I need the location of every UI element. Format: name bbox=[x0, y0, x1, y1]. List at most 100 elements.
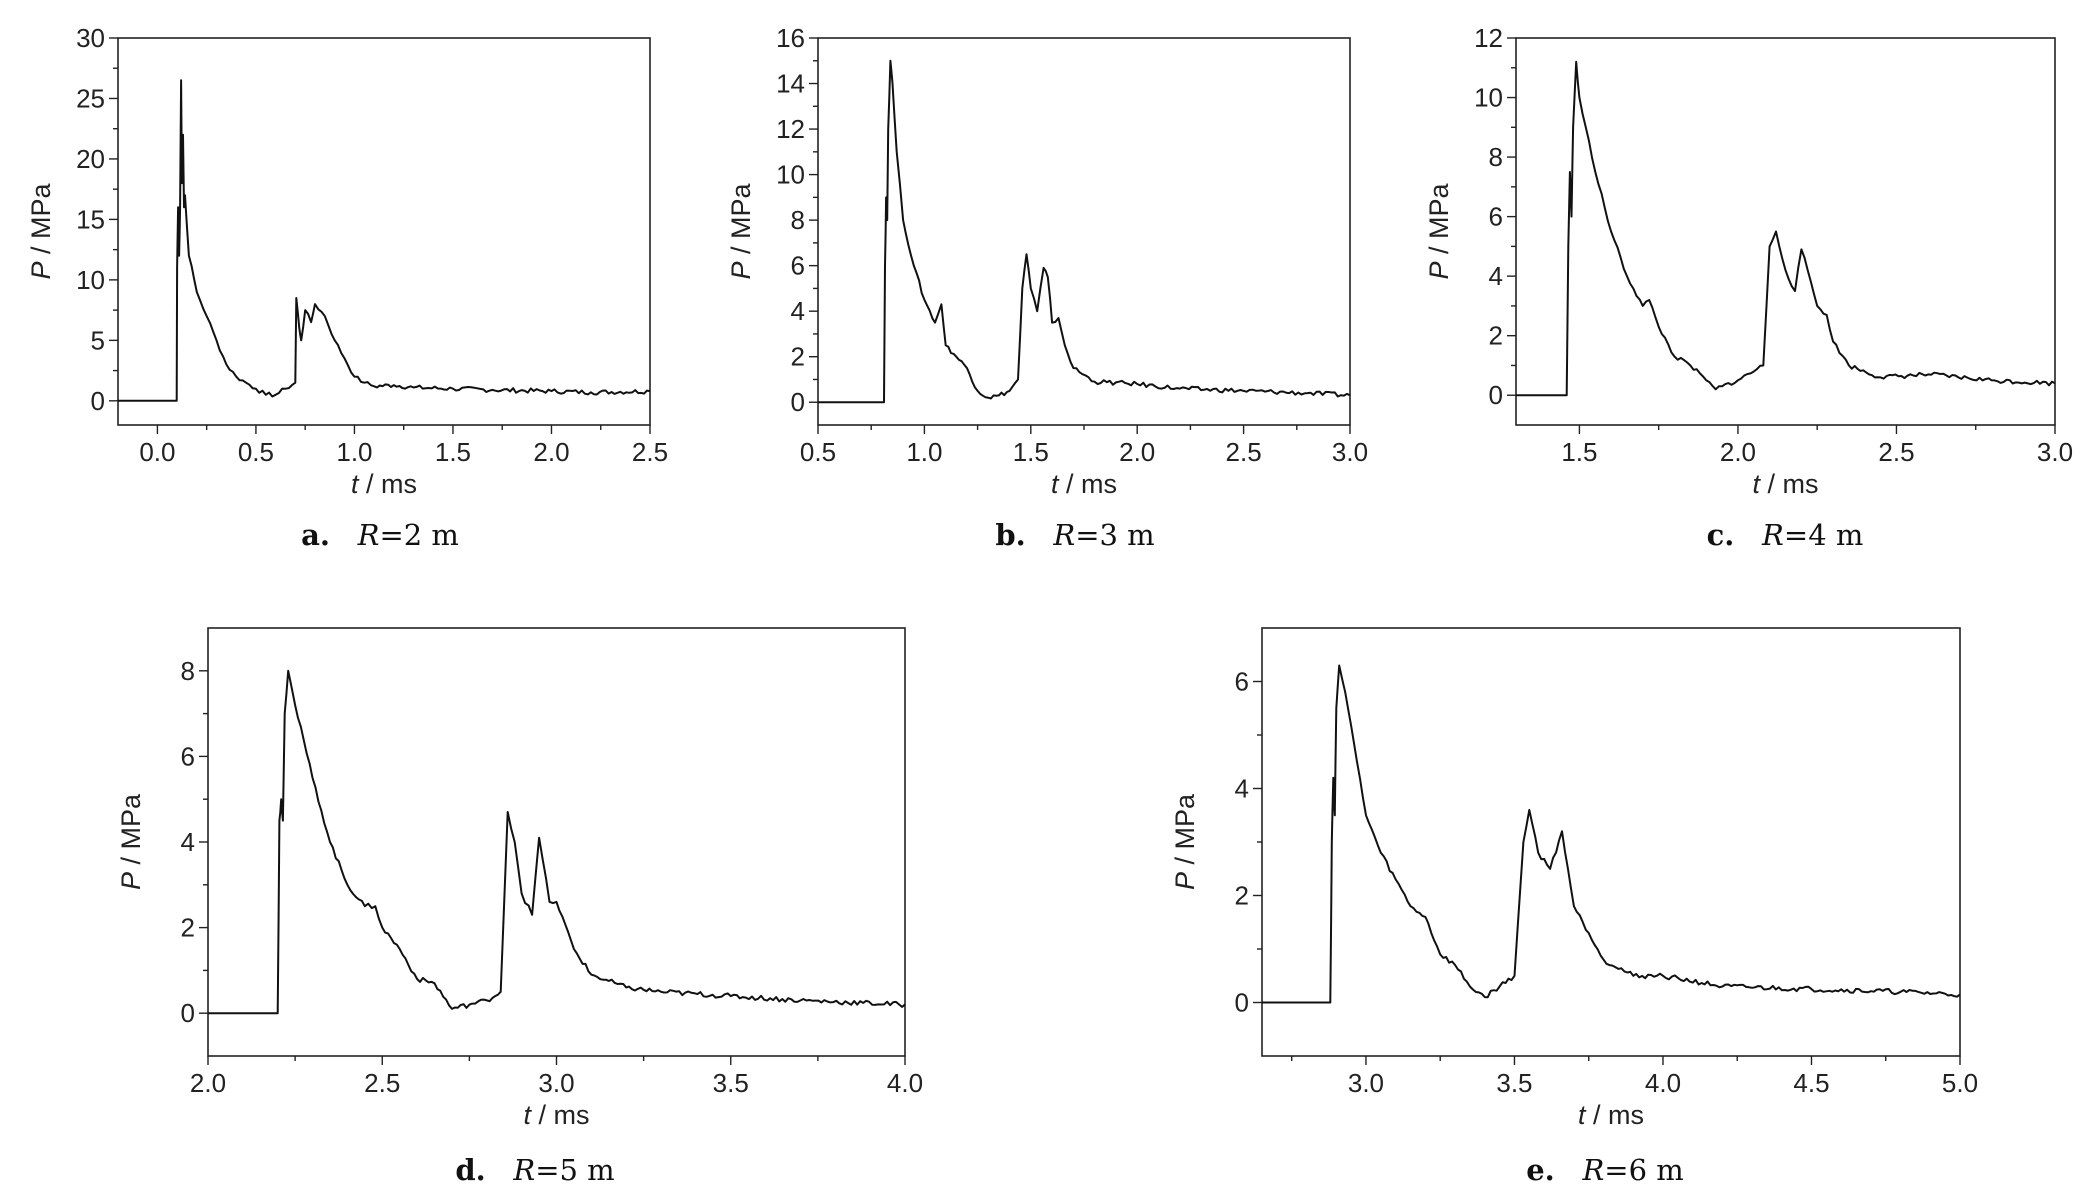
caption-variable: R bbox=[512, 1153, 535, 1187]
caption-value: =2 m bbox=[379, 518, 458, 552]
y-tick-label: 4 bbox=[181, 827, 195, 857]
caption: e. R=6 m bbox=[1526, 1153, 1684, 1187]
caption-value: =6 m bbox=[1604, 1153, 1683, 1187]
y-tick-label: 0 bbox=[91, 386, 105, 416]
x-axis-unit: / ms bbox=[1586, 1100, 1645, 1130]
caption-value: =3 m bbox=[1075, 518, 1154, 552]
y-tick-label: 8 bbox=[181, 656, 195, 686]
y-axis-unit: / MPa bbox=[116, 793, 146, 872]
caption-gap bbox=[1555, 1153, 1583, 1187]
x-tick-label: 1.5 bbox=[435, 437, 471, 467]
x-axis-label: t / ms bbox=[1752, 469, 1818, 499]
y-tick-label: 10 bbox=[1474, 83, 1503, 113]
x-axis-label: t / ms bbox=[1578, 1100, 1644, 1130]
x-tick-label: 1.0 bbox=[336, 437, 372, 467]
y-axis-unit: / MPa bbox=[726, 183, 756, 262]
caption-variable: R bbox=[1581, 1153, 1604, 1187]
x-tick-label: 0.5 bbox=[238, 437, 274, 467]
y-tick-label: 25 bbox=[76, 83, 105, 113]
x-tick-label: 2.0 bbox=[1720, 437, 1756, 467]
y-tick-label: 10 bbox=[776, 160, 805, 190]
pressure-trace bbox=[1262, 664, 1961, 1004]
x-axis-unit: / ms bbox=[1760, 469, 1819, 499]
y-axis-variable: P bbox=[26, 262, 56, 280]
caption-value: =5 m bbox=[535, 1153, 614, 1187]
x-axis-label: t / ms bbox=[351, 469, 417, 499]
x-tick-label: 5.0 bbox=[1942, 1068, 1978, 1098]
x-axis-label: t / ms bbox=[1051, 469, 1117, 499]
chart-d: 0 2 4 6 8 2.0 2.5 3.0 3.5 4.0 t / ms P / MPa d. R=5 … bbox=[116, 627, 923, 1187]
x-tick-label: 1.0 bbox=[906, 437, 942, 467]
y-axis-variable: P bbox=[1424, 262, 1454, 280]
y-axis-label: P / MPa bbox=[26, 183, 56, 280]
x-tick-label: 1.5 bbox=[1013, 437, 1049, 467]
x-tick-label: 3.0 bbox=[538, 1068, 574, 1098]
y-tick-label: 4 bbox=[791, 296, 805, 326]
caption-letter: a. bbox=[301, 518, 330, 552]
x-tick-label: 4.0 bbox=[1645, 1068, 1681, 1098]
y-tick-label: 8 bbox=[1489, 142, 1503, 172]
y-axis-label: P / MPa bbox=[1170, 793, 1200, 890]
y-axis-variable: P bbox=[1170, 872, 1200, 890]
x-tick-label: 0.0 bbox=[139, 437, 175, 467]
y-tick-label: 15 bbox=[76, 204, 105, 234]
plot-frame bbox=[1515, 37, 2056, 426]
caption: b. R=3 m bbox=[995, 518, 1154, 552]
y-tick-label: 2 bbox=[181, 913, 195, 943]
x-axis-label: t / ms bbox=[523, 1100, 589, 1130]
plot-frame bbox=[817, 37, 1351, 426]
x-tick-label: 2.0 bbox=[1119, 437, 1155, 467]
y-tick-label: 2 bbox=[1235, 881, 1249, 911]
y-axis-unit: / MPa bbox=[26, 183, 56, 262]
plot-frame bbox=[1261, 627, 1961, 1057]
x-tick-label: 1.5 bbox=[1561, 437, 1597, 467]
plot-frame bbox=[207, 627, 906, 1057]
x-tick-label: 3.0 bbox=[2037, 437, 2073, 467]
x-axis-unit: / ms bbox=[531, 1100, 590, 1130]
y-tick-label: 20 bbox=[76, 144, 105, 174]
pressure-trace bbox=[118, 79, 651, 402]
caption-letter: c. bbox=[1707, 518, 1735, 552]
plot-frame bbox=[117, 37, 651, 426]
x-axis-variable: t bbox=[351, 469, 360, 499]
chart-b: 0 2 4 6 8 10 12 14 16 0.5 1.0 1.5 2.0 2.5 3.0 t / ms P /… bbox=[726, 23, 1368, 552]
y-tick-label: 0 bbox=[181, 998, 195, 1028]
y-tick-label: 6 bbox=[181, 741, 195, 771]
chart-e: 0 2 4 6 3.0 3.5 4.0 4.5 5.0 t / ms P / MPa e. R=6 m bbox=[1170, 627, 1978, 1187]
y-axis-unit: / MPa bbox=[1424, 183, 1454, 262]
y-tick-label: 14 bbox=[776, 69, 805, 99]
x-tick-label: 3.0 bbox=[1348, 1068, 1384, 1098]
caption: c. R=4 m bbox=[1707, 518, 1864, 552]
y-tick-label: 30 bbox=[76, 23, 105, 53]
y-axis-label: P / MPa bbox=[116, 793, 146, 890]
caption-value: =4 m bbox=[1784, 518, 1863, 552]
x-axis-unit: / ms bbox=[1059, 469, 1118, 499]
y-tick-label: 5 bbox=[91, 325, 105, 355]
x-axis-variable: t bbox=[523, 1100, 532, 1130]
chart-c: 0 2 4 6 8 10 12 1.5 2.0 2.5 3.0 t / ms P / MPa c. R=4… bbox=[1424, 23, 2073, 552]
y-tick-label: 12 bbox=[1474, 23, 1503, 53]
x-axis-unit: / ms bbox=[359, 469, 418, 499]
x-tick-label: 0.5 bbox=[800, 437, 836, 467]
x-tick-label: 2.0 bbox=[533, 437, 569, 467]
y-axis-label: P / MPa bbox=[1424, 183, 1454, 280]
y-tick-label: 6 bbox=[1235, 667, 1249, 697]
y-tick-label: 0 bbox=[1489, 380, 1503, 410]
y-tick-label: 8 bbox=[791, 205, 805, 235]
x-tick-label: 2.5 bbox=[632, 437, 668, 467]
x-tick-label: 4.0 bbox=[887, 1068, 923, 1098]
caption-gap bbox=[486, 1153, 514, 1187]
y-tick-label: 6 bbox=[791, 251, 805, 281]
x-tick-label: 2.5 bbox=[1878, 437, 1914, 467]
y-axis-variable: P bbox=[726, 262, 756, 280]
y-tick-label: 2 bbox=[1489, 321, 1503, 351]
pressure-trace bbox=[818, 59, 1351, 404]
y-axis-variable: P bbox=[116, 872, 146, 890]
y-tick-label: 16 bbox=[776, 23, 805, 53]
x-axis-variable: t bbox=[1752, 469, 1761, 499]
y-tick-label: 10 bbox=[76, 265, 105, 295]
caption: d. R=5 m bbox=[455, 1153, 614, 1187]
y-tick-label: 4 bbox=[1235, 774, 1249, 804]
y-axis-unit: / MPa bbox=[1170, 793, 1200, 872]
